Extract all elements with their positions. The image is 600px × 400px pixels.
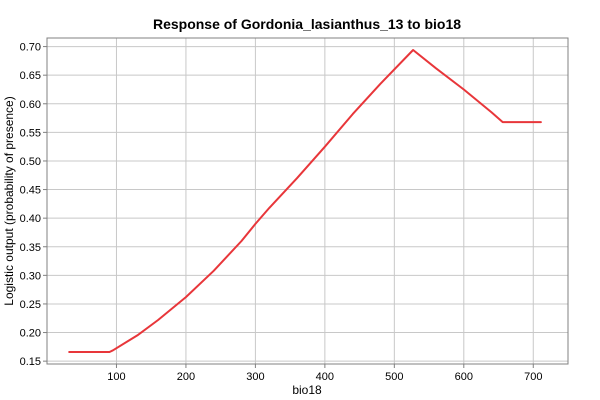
x-tick-label: 400: [316, 371, 334, 383]
y-tick-label: 0.20: [20, 328, 41, 340]
response-curve: [68, 49, 542, 353]
y-tick-label: 0.25: [20, 299, 41, 311]
x-tick-label: 200: [177, 371, 195, 383]
y-tick-label: 0.15: [20, 356, 41, 368]
plot-frame: [46, 37, 569, 365]
x-axis: 100 200 300 400 500 600 700: [107, 364, 542, 383]
y-tick-label: 0.60: [20, 99, 41, 111]
x-axis-label: bio18: [292, 383, 322, 397]
y-tick-label: 0.50: [20, 156, 41, 168]
x-tick-label: 300: [246, 371, 264, 383]
y-tick-label: 0.65: [20, 70, 41, 82]
y-tick-label: 0.35: [20, 242, 41, 254]
y-tick-label: 0.30: [20, 270, 41, 282]
x-tick-label: 600: [455, 371, 473, 383]
chart-title: Response of Gordonia_lasianthus_13 to bi…: [153, 16, 461, 32]
y-tick-label: 0.40: [20, 213, 41, 225]
y-axis: 0.15 0.20 0.25 0.30 0.35 0.40 0.45 0.50 0.55 0.60…: [20, 42, 47, 368]
x-tick-label: 700: [524, 371, 542, 383]
y-tick-label: 0.70: [20, 42, 41, 54]
x-tick-label: 100: [107, 371, 125, 383]
y-axis-label: Logistic output (probability of presence…: [2, 96, 16, 305]
y-tick-label: 0.55: [20, 127, 41, 139]
x-tick-label: 500: [385, 371, 403, 383]
grid: [47, 38, 568, 364]
series-layer: [68, 49, 542, 353]
y-tick-label: 0.45: [20, 185, 41, 197]
